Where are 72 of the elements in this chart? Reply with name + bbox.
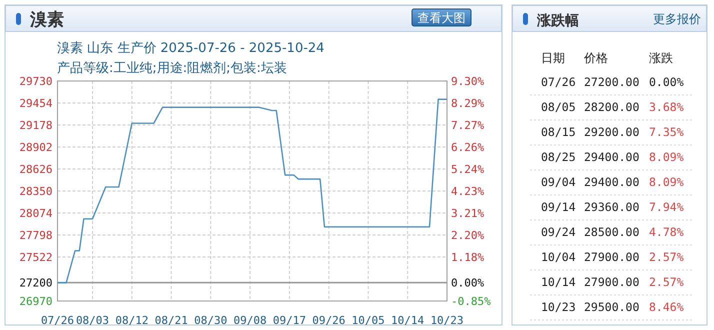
y-tick-label: 28626 <box>19 163 52 176</box>
text: 日期 <box>541 51 565 65</box>
x-tick-label: 09/26 <box>312 314 346 327</box>
text: 28500.00 <box>584 225 640 239</box>
y-tick-label: 28074 <box>19 207 53 220</box>
text: 4.78% <box>649 225 684 239</box>
x-tick-label: 10/14 <box>391 314 425 327</box>
chart-subtitle: 溴素 山东 生产价 2025-07-26 - 2025-10-24 产品等级:工业纯;用途:阻燃剂;包装:坛装 <box>57 41 324 76</box>
x-tick-label: 08/03 <box>76 314 110 327</box>
y2-tick-label: 7.27% <box>451 119 484 132</box>
text: 07/26 <box>541 75 576 89</box>
y-tick-label: 26970 <box>19 295 52 308</box>
text: 2.57% <box>649 275 684 289</box>
text: 查看大图 <box>418 11 466 25</box>
chart-title: 溴素 <box>29 10 64 30</box>
text: 29400.00 <box>584 175 640 189</box>
y-tick-label: 29730 <box>19 75 52 88</box>
text: 8.09% <box>649 150 684 164</box>
y-tick-label: 27522 <box>19 251 52 264</box>
text: 8.09% <box>649 175 684 189</box>
x-tick-label: 08/30 <box>194 314 228 327</box>
text: 09/14 <box>541 200 576 214</box>
text: 08/05 <box>541 100 576 114</box>
x-tick-label: 08/21 <box>154 314 188 327</box>
text: 29400.00 <box>584 150 640 164</box>
y2-tick-label: 9.30% <box>451 75 484 88</box>
y2-tick-label: 2.20% <box>451 228 484 242</box>
y-tick-label: 28350 <box>19 185 52 198</box>
y2-tick-label: 0.00% <box>451 276 484 290</box>
text: 08/15 <box>541 125 576 139</box>
text: 涨跌幅 <box>536 13 579 29</box>
text: 8.46% <box>649 300 684 314</box>
text: 27900.00 <box>584 250 640 264</box>
y2-tick-label: 3.21% <box>451 207 484 220</box>
x-tick-label: 09/08 <box>234 314 267 327</box>
y2-tick-label: -0.85% <box>451 295 492 308</box>
text: 08/25 <box>541 150 576 164</box>
text: 7.35% <box>649 125 684 139</box>
text: 27200.00 <box>584 75 640 89</box>
text: 2.57% <box>649 250 684 264</box>
y-tick-label: 28902 <box>19 141 52 154</box>
x-tick-label: 09/17 <box>272 314 306 327</box>
x-tick-label: 07/26 <box>40 314 74 327</box>
text: 价格 <box>583 51 608 65</box>
text: 27900.00 <box>584 275 640 289</box>
text: 09/04 <box>541 175 576 189</box>
y2-tick-label: 4.23% <box>451 184 484 198</box>
text: 7.94% <box>649 200 684 214</box>
y-tick-label: 29178 <box>19 119 52 132</box>
text: 29200.00 <box>584 125 640 139</box>
text: 0.00% <box>649 75 684 89</box>
line-series <box>56 98 448 284</box>
text: 更多报价 <box>653 12 701 26</box>
text: 10/23 <box>541 300 576 314</box>
text: 3.68% <box>649 100 684 114</box>
text: 29500.00 <box>584 300 640 314</box>
x-tick-label: 10/05 <box>352 314 385 327</box>
text: 29360.00 <box>584 200 640 214</box>
text: 10/04 <box>541 250 576 264</box>
x-tick-label: 08/12 <box>115 314 148 327</box>
y-tick-label: 27200 <box>19 276 52 290</box>
y2-tick-label: 5.24% <box>451 163 484 176</box>
text: 28200.00 <box>584 100 640 114</box>
y2-tick-label: 8.29% <box>451 96 484 110</box>
y-tick-label: 29454 <box>19 97 53 110</box>
text: 09/24 <box>541 225 576 239</box>
y2-tick-label: 1.18% <box>451 251 484 264</box>
y2-tick-label: 6.26% <box>451 140 484 154</box>
text: 10/14 <box>541 275 576 289</box>
x-tick-label: 10/23 <box>430 314 464 327</box>
text: 涨跌 <box>649 51 673 65</box>
y-tick-label: 27798 <box>19 229 52 242</box>
